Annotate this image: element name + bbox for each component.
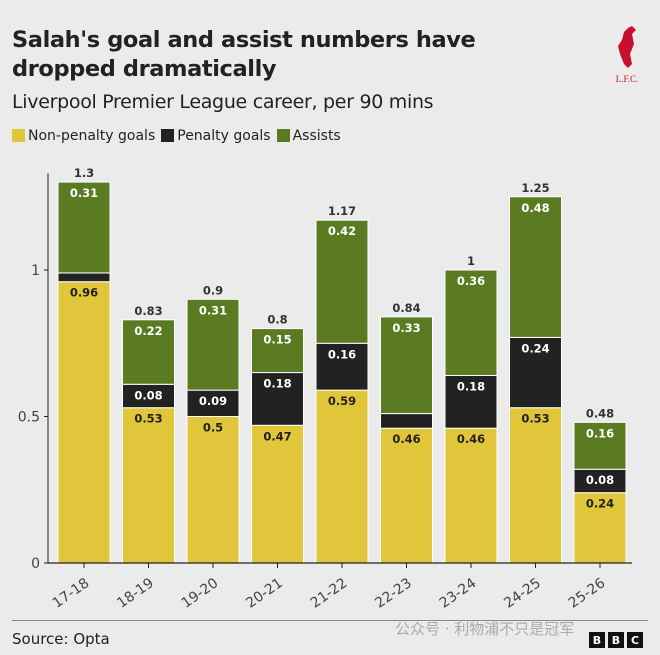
y-tick-label: 0 <box>31 556 40 572</box>
data-label: 0.31 <box>70 186 98 200</box>
chart-subtitle: Liverpool Premier League career, per 90 … <box>12 91 434 113</box>
bar-segment-0 <box>509 407 562 564</box>
stacked-bar-chart: 0 0.5 1 0.96 0.31 1.3 17-18 0.53 0.08 0.22 0.83 18-… <box>18 166 632 612</box>
bar-segment-0 <box>444 427 498 564</box>
x-tick-label: 21-22 <box>308 575 351 611</box>
data-label: 0.33 <box>392 321 420 335</box>
data-label: 0.46 <box>392 432 420 446</box>
data-label: 0.46 <box>457 432 485 446</box>
y-tick-label: 0.5 <box>18 410 40 426</box>
bar-segment-1 <box>509 336 562 409</box>
data-label: 0.16 <box>586 426 614 440</box>
data-label: 0.24 <box>586 497 614 511</box>
bar-segment-1 <box>444 374 498 429</box>
x-tick-label: 19-20 <box>179 575 222 611</box>
x-tick-label: 20-21 <box>243 575 286 611</box>
data-label: 0.96 <box>70 286 98 300</box>
total-label: 0.83 <box>134 304 162 318</box>
bar-segment-0 <box>122 407 175 564</box>
bar-segment-2 <box>444 269 498 376</box>
chart-title: Salah's goal and assist numbers have dro… <box>12 27 476 82</box>
bar-segment-0 <box>380 427 433 564</box>
legend-item-non-penalty: Non-penalty goals <box>12 128 155 144</box>
bar-segment-0 <box>315 389 369 564</box>
legend: Non-penalty goals Penalty goals Assists <box>12 128 341 144</box>
data-label: 0.22 <box>134 324 162 338</box>
x-tick-label: 22-23 <box>372 575 415 611</box>
data-label: 0.36 <box>457 274 485 288</box>
lfc-liverbird-logo: L.F.C. <box>616 26 639 84</box>
data-label: 0.15 <box>263 333 291 347</box>
bar-segment-2 <box>57 181 111 274</box>
total-label: 1.3 <box>74 166 94 180</box>
data-label: 0.24 <box>521 341 549 355</box>
data-label: 0.18 <box>263 377 291 391</box>
bar-segment-1 <box>251 372 304 426</box>
bar-segment-2 <box>186 298 240 391</box>
x-tick-label: 25-26 <box>566 575 609 611</box>
watermark: 公众号 · 利物浦不只是冠军 <box>395 620 575 638</box>
total-label: 0.48 <box>586 406 614 420</box>
bar-segment-2 <box>315 219 369 344</box>
bar-segment-1 <box>57 272 111 283</box>
data-label: 0.09 <box>199 394 227 408</box>
data-label: 0.53 <box>134 412 162 426</box>
data-label: 0.48 <box>521 201 549 215</box>
bar-segment-0 <box>573 492 627 564</box>
x-tick-label: 17-18 <box>50 575 93 611</box>
total-label: 0.9 <box>203 283 223 297</box>
bar-segment-1 <box>380 413 433 429</box>
data-label: 0.5 <box>203 421 223 435</box>
total-label: 0.8 <box>267 313 287 327</box>
legend-item-assists: Assists <box>276 128 341 144</box>
bar-segment-0 <box>251 424 304 564</box>
bar-segment-2 <box>573 421 627 470</box>
x-tick-label: 18-19 <box>114 575 157 611</box>
data-label: 0.42 <box>328 224 356 238</box>
x-tick-label: 23-24 <box>437 575 480 611</box>
y-tick-label: 1 <box>31 263 40 279</box>
total-label: 1 <box>467 254 475 268</box>
bar-segment-0 <box>57 281 111 564</box>
bar-segment-2 <box>251 328 304 374</box>
bar-segment-0 <box>186 416 240 564</box>
data-label: 0.59 <box>328 394 356 408</box>
data-label: 0.31 <box>199 303 227 317</box>
bar-segment-2 <box>380 316 433 415</box>
bar-segment-2 <box>509 196 562 338</box>
source-note: Source: Opta <box>12 630 110 648</box>
data-label: 0.08 <box>134 388 162 402</box>
data-label: 0.18 <box>457 379 485 393</box>
data-label: 0.16 <box>328 347 356 361</box>
legend-item-penalty: Penalty goals <box>161 128 271 144</box>
x-tick-label: 24-25 <box>501 575 544 611</box>
divider <box>12 620 648 621</box>
total-label: 0.84 <box>392 301 420 315</box>
data-label: 0.08 <box>586 473 614 487</box>
total-label: 1.17 <box>328 204 356 218</box>
svg-text:L.F.C.: L.F.C. <box>616 74 639 84</box>
data-label: 0.53 <box>521 412 549 426</box>
total-label: 1.25 <box>521 181 549 195</box>
bar-segment-2 <box>122 319 175 385</box>
data-label: 0.47 <box>263 429 291 443</box>
